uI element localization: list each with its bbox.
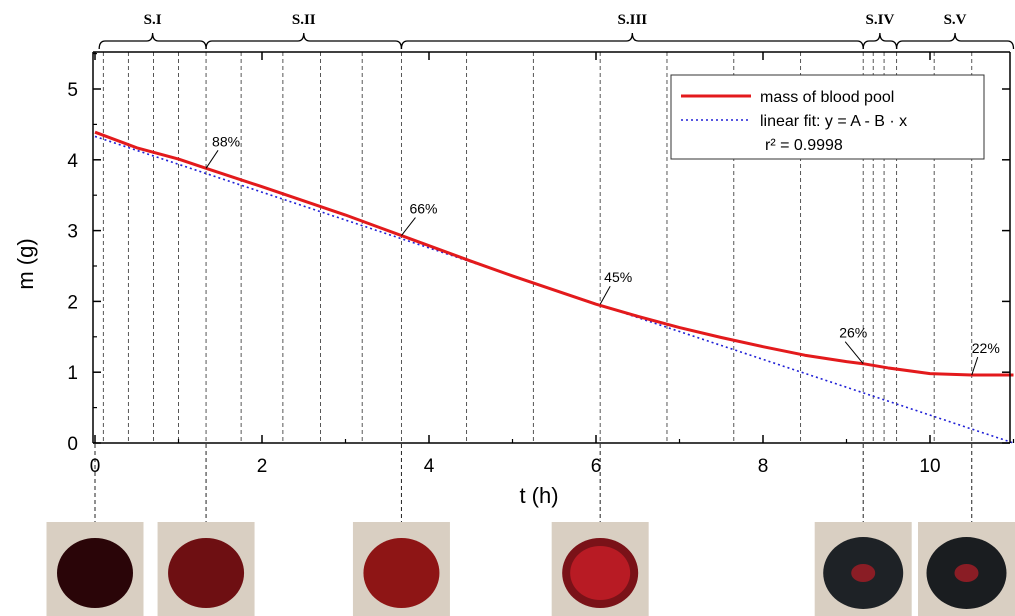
- stage-label: S.III: [618, 12, 648, 28]
- annotation-leader: [205, 150, 219, 169]
- stage-label: S.IV: [866, 12, 895, 28]
- stage-label: S.I: [144, 12, 162, 28]
- blood-pool-stain: [363, 538, 440, 608]
- annotation-leader: [844, 341, 864, 365]
- dried-blood-center: [954, 564, 979, 582]
- blood-pool-stain: [168, 538, 245, 608]
- y-tick-label: 2: [67, 292, 78, 313]
- x-tick-label: 10: [919, 456, 940, 477]
- y-tick-label: 4: [67, 151, 78, 172]
- x-tick-label: 6: [591, 456, 602, 477]
- dried-blood-center: [851, 564, 876, 582]
- x-tick-label: 2: [257, 456, 268, 477]
- blood-pool-center: [570, 546, 631, 600]
- annotation-leader: [971, 356, 979, 376]
- annotation-leader: [599, 285, 611, 305]
- legend-label-fit: linear fit: y = A - B · x: [760, 113, 907, 130]
- x-tick-label: 4: [424, 456, 435, 477]
- y-axis-title: m (g): [13, 238, 38, 289]
- blood-pool-stain: [57, 538, 133, 608]
- y-tick-label: 5: [67, 80, 78, 101]
- legend-label-mass: mass of blood pool: [760, 89, 894, 106]
- stage-braces: S.I S.II S.III S.IV S.V: [98, 12, 1015, 50]
- legend: mass of blood pool linear fit: y = A - B…: [670, 74, 985, 160]
- annotation-label: 22%: [972, 340, 1000, 356]
- legend-r-squared: r² = 0.9998: [765, 137, 843, 154]
- x-axis-title: t (h): [519, 483, 558, 508]
- blood-pool-photos: [46, 444, 1015, 616]
- y-tick-label: 0: [67, 434, 78, 455]
- y-tick-label: 3: [67, 222, 78, 243]
- y-tick-label: 1: [67, 363, 78, 384]
- stage-brace: [862, 32, 898, 50]
- annotation-label: 26%: [839, 325, 867, 341]
- stage-label: S.II: [292, 12, 316, 28]
- stage-brace: [895, 32, 1015, 50]
- stage-brace: [205, 32, 403, 50]
- stage-brace: [400, 32, 864, 50]
- mass-curve-line: [94, 130, 1014, 377]
- legend-box: [670, 74, 985, 160]
- annotation-label: 66%: [409, 201, 437, 217]
- stage-brace: [98, 32, 207, 50]
- x-tick-label: 8: [758, 456, 769, 477]
- stage-label: S.V: [944, 12, 967, 28]
- annotation-label: 88%: [212, 133, 240, 149]
- annotation-label: 45%: [604, 269, 632, 285]
- linear-fit-line: [94, 135, 1014, 444]
- percent-annotations: 88% 66% 45% 26% 22%: [205, 133, 1000, 376]
- annotation-leader: [401, 217, 416, 236]
